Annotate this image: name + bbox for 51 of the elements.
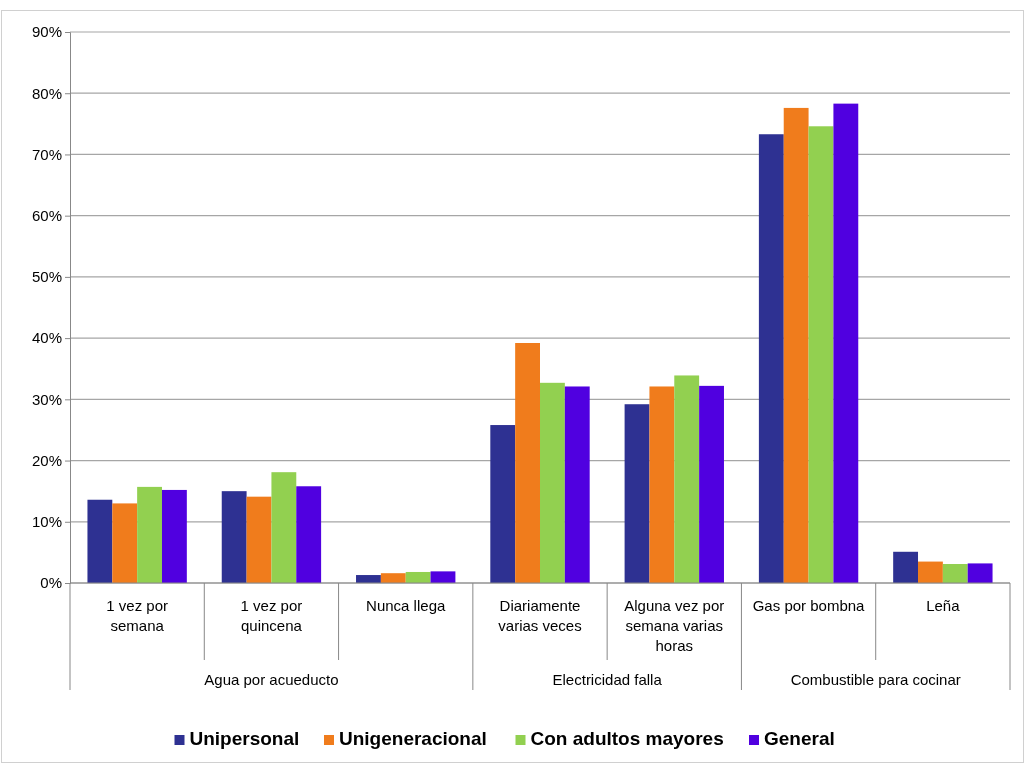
y-tick-label: 60% xyxy=(31,206,62,224)
bar xyxy=(649,386,675,583)
legend-label: Unipersonal xyxy=(189,728,300,749)
bar xyxy=(564,386,590,583)
y-tick-label: 10% xyxy=(31,513,62,531)
y-tick-label: 70% xyxy=(31,145,62,163)
x-tick-label: Alguna vez por semana varias horas xyxy=(624,597,725,654)
bar xyxy=(699,385,724,583)
bar xyxy=(893,551,919,583)
x-tick-label: Diariamente varias veces xyxy=(498,597,582,634)
bar xyxy=(758,134,784,583)
legend-label: General xyxy=(764,728,835,749)
bar xyxy=(833,103,859,583)
bar xyxy=(808,126,834,583)
bar xyxy=(271,472,297,583)
y-tick-label: 50% xyxy=(31,268,62,286)
bar xyxy=(490,425,516,583)
y-tick-label: 0% xyxy=(40,574,62,592)
legend-label: Con adultos mayores xyxy=(530,728,724,749)
bar xyxy=(430,571,456,583)
legend-label: Unigeneracional xyxy=(339,728,487,749)
y-tick-label: 30% xyxy=(31,390,62,408)
bar xyxy=(246,496,272,583)
bar xyxy=(380,573,406,583)
text: Agua por acueducto xyxy=(204,671,339,688)
x-tick-label: Gas por bombna xyxy=(752,597,866,614)
bar xyxy=(137,486,162,583)
bar xyxy=(967,563,993,583)
bar xyxy=(296,486,322,583)
x-tick-label: 1 vez por semana xyxy=(106,597,168,634)
text: Electricidad falla xyxy=(552,671,663,688)
bar xyxy=(87,499,113,583)
text: Combustible para cocinar xyxy=(790,671,961,688)
y-tick-label: 80% xyxy=(31,84,62,102)
bar xyxy=(161,489,187,583)
bar xyxy=(674,375,700,583)
bar xyxy=(112,503,138,583)
bar xyxy=(515,343,540,583)
x-tick-label: Leña xyxy=(926,597,961,614)
bar xyxy=(942,564,968,583)
bar xyxy=(624,404,650,583)
x-tick-label: 1 vez por quincena xyxy=(240,597,303,634)
y-tick-label: 20% xyxy=(31,451,62,469)
bar xyxy=(783,107,809,583)
y-tick-label: 90% xyxy=(31,23,62,41)
bar xyxy=(540,382,565,583)
bar xyxy=(221,491,247,583)
bar xyxy=(405,571,431,583)
x-tick-label: Nunca llega xyxy=(366,597,446,614)
bar xyxy=(918,561,943,583)
y-tick-label: 40% xyxy=(31,329,62,347)
